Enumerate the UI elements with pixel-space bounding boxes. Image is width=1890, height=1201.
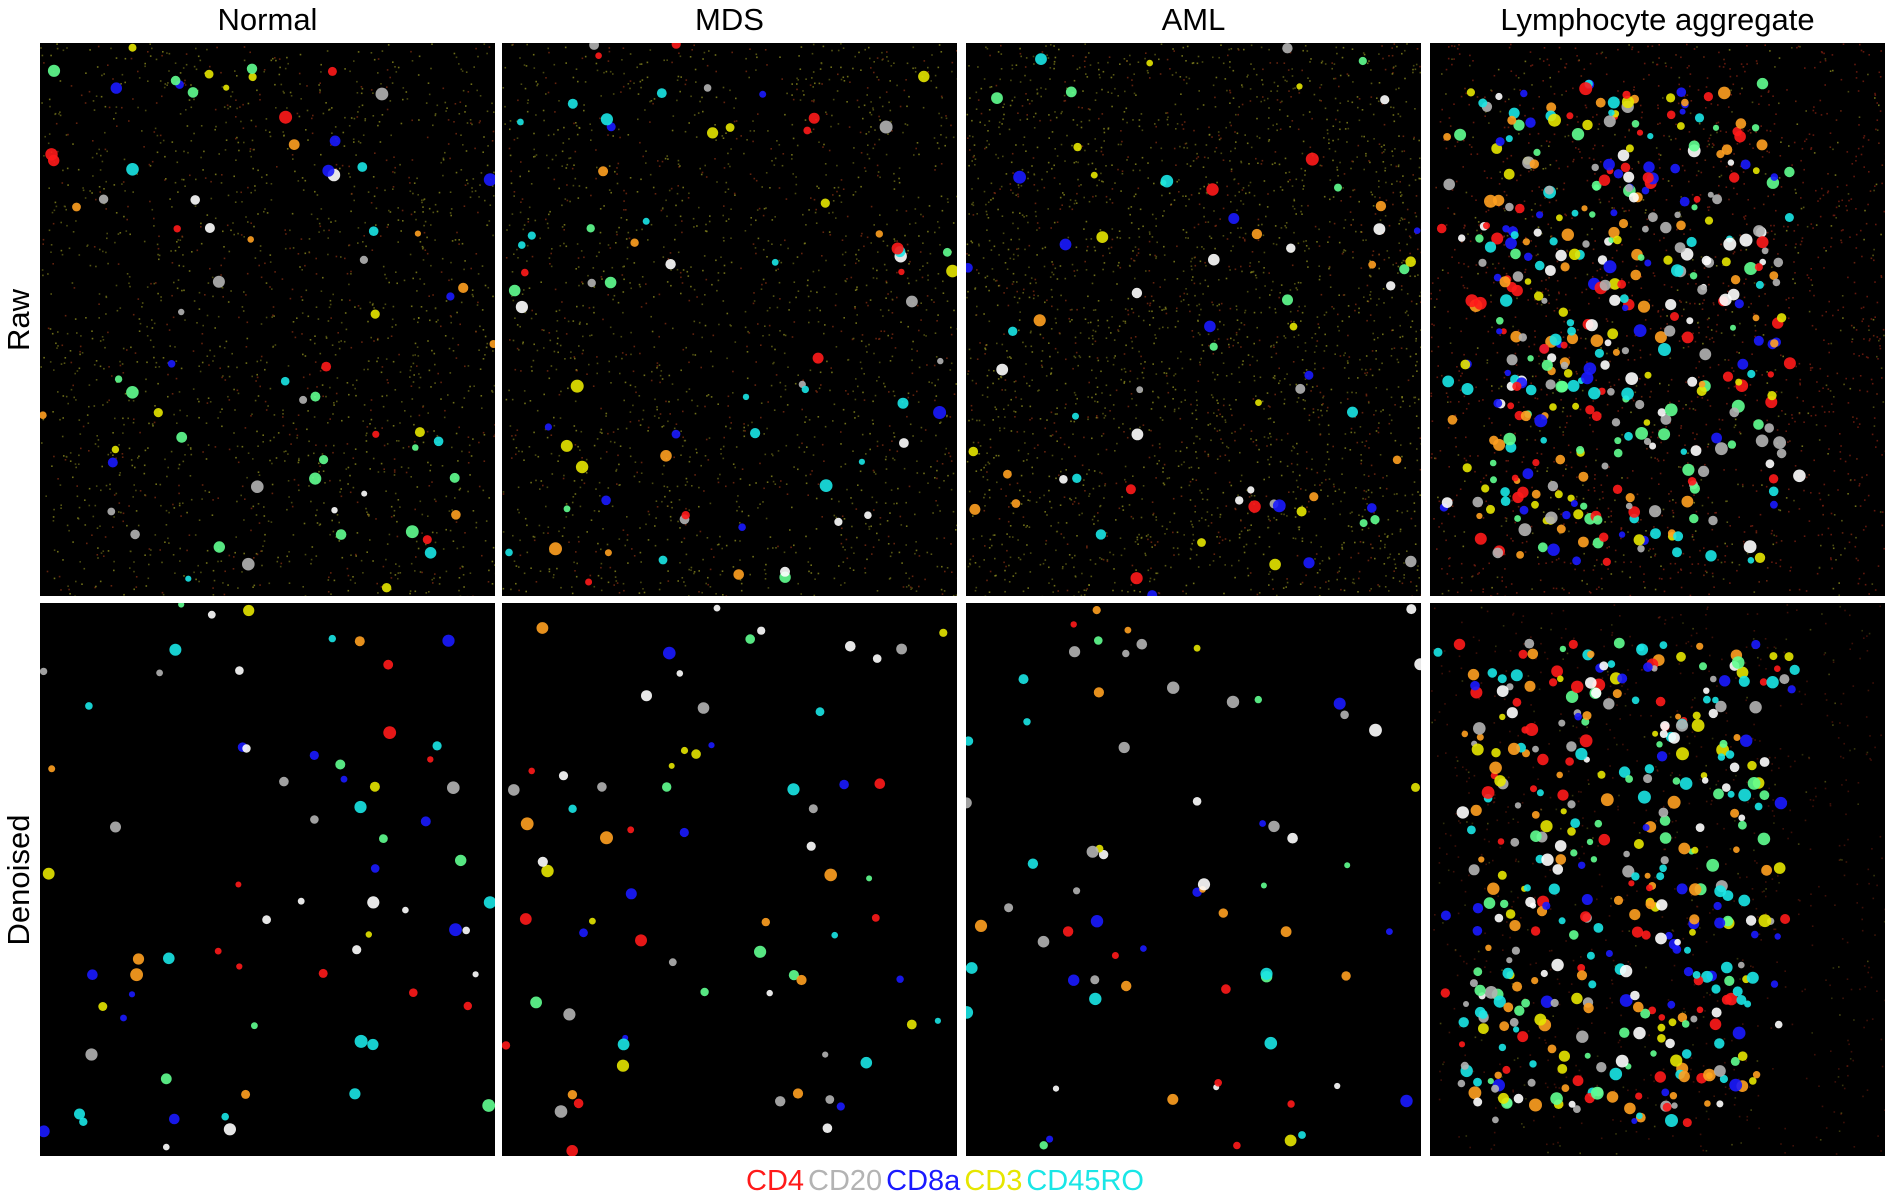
panel-raw-mds xyxy=(502,43,957,596)
panel-raw-aml xyxy=(966,43,1421,596)
legend-cd4: CD4 xyxy=(746,1165,805,1197)
row-label-denoised-container: Denoised xyxy=(0,603,38,1156)
row-label-denoised: Denoised xyxy=(1,814,36,945)
col-header-normal: Normal xyxy=(217,2,318,37)
legend-cd8a: CD8a xyxy=(886,1165,961,1197)
legend-cd3: CD3 xyxy=(964,1165,1023,1197)
panel-denoised-normal xyxy=(40,603,495,1156)
row-label-raw: Raw xyxy=(1,288,36,351)
row-label-raw-container: Raw xyxy=(0,43,38,596)
panel-raw-normal xyxy=(40,43,495,596)
panel-denoised-aml xyxy=(966,603,1421,1156)
legend-cd45ro: CD45RO xyxy=(1026,1165,1144,1197)
panel-raw-lymphocyte-aggregate xyxy=(1430,43,1885,596)
col-header-mds: MDS xyxy=(695,2,764,37)
channel-legend: CD4 CD20 CD8a CD3 CD45RO xyxy=(0,1163,1890,1199)
panel-denoised-mds xyxy=(502,603,957,1156)
image-grid xyxy=(40,43,1885,1159)
col-header-lymphocyte-aggregate: Lymphocyte aggregate xyxy=(1500,2,1815,37)
col-header-aml: AML xyxy=(1161,2,1226,37)
legend-cd20: CD20 xyxy=(808,1165,883,1197)
panel-denoised-lymphocyte-aggregate xyxy=(1430,603,1885,1156)
